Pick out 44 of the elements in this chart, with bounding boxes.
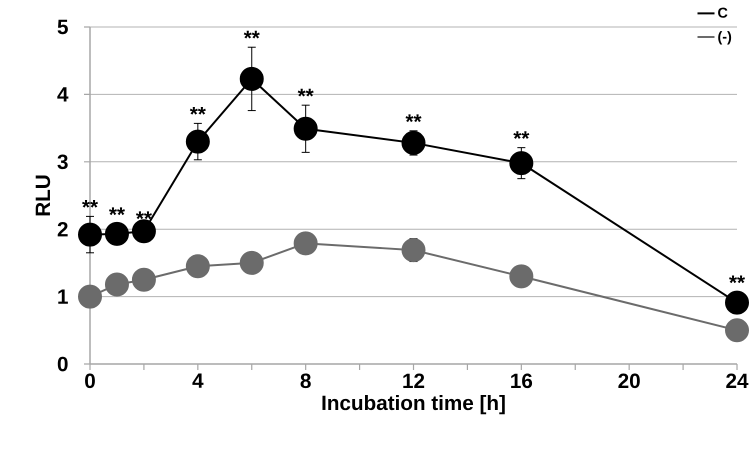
annotation: ** <box>82 200 98 208</box>
annotation: ** <box>298 88 314 96</box>
annotation: ** <box>190 106 206 115</box>
annotation: ** <box>244 30 260 38</box>
point <box>402 130 426 155</box>
point <box>186 130 210 154</box>
x-axis-title: Incubation time [h] <box>322 394 505 414</box>
x-tick-label: 16 <box>511 374 532 388</box>
point <box>132 219 156 244</box>
y-tick-label: 1 <box>58 289 68 304</box>
point <box>725 290 750 315</box>
x-tick-label: 12 <box>403 374 424 388</box>
point <box>240 250 264 275</box>
y-tick-label: 3 <box>57 154 68 170</box>
point <box>132 268 156 292</box>
legend-label: C <box>718 8 728 18</box>
point <box>186 254 210 278</box>
y-tick-label: 0 <box>58 356 68 372</box>
x-tick-label: 24 <box>726 374 748 388</box>
y-tick-label: 5 <box>58 20 68 34</box>
point <box>104 222 129 246</box>
point <box>509 151 534 176</box>
x-tick-label: 20 <box>618 374 640 388</box>
point <box>402 238 426 262</box>
point <box>725 318 750 342</box>
y-axis-title: RLU <box>36 176 50 216</box>
point <box>78 284 102 309</box>
annotation: ** <box>406 114 422 122</box>
point <box>294 231 318 256</box>
point <box>294 116 318 141</box>
point <box>104 272 129 296</box>
x-tick-label: 0 <box>85 374 95 388</box>
point <box>78 222 102 247</box>
annotation: ** <box>513 131 530 139</box>
x-tick-label: 4 <box>192 374 204 388</box>
y-tick-label: 4 <box>57 87 68 102</box>
annotation: ** <box>729 275 746 284</box>
point <box>240 66 264 91</box>
legend-label: (-) <box>718 31 732 44</box>
x-tick-label: 8 <box>300 374 311 388</box>
annotation: ** <box>108 207 125 216</box>
point <box>509 264 534 288</box>
y-tick-label: 2 <box>58 222 68 236</box>
annotation: ** <box>136 211 152 220</box>
